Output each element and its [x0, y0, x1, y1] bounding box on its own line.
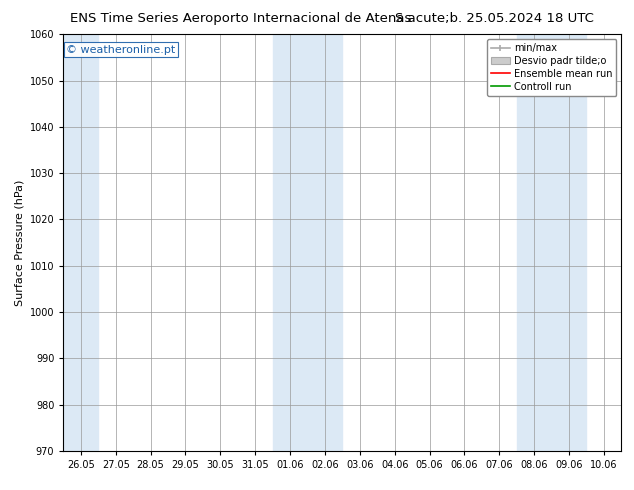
- Y-axis label: Surface Pressure (hPa): Surface Pressure (hPa): [14, 179, 24, 306]
- Text: © weatheronline.pt: © weatheronline.pt: [66, 45, 176, 55]
- Text: S acute;b. 25.05.2024 18 UTC: S acute;b. 25.05.2024 18 UTC: [395, 12, 594, 25]
- Bar: [307, 34, 342, 451]
- Legend: min/max, Desvio padr tilde;o, Ensemble mean run, Controll run: min/max, Desvio padr tilde;o, Ensemble m…: [487, 39, 616, 96]
- Bar: [63, 34, 98, 451]
- Bar: [517, 34, 552, 451]
- Bar: [552, 34, 586, 451]
- Bar: [273, 34, 307, 451]
- Text: ENS Time Series Aeroporto Internacional de Atenas: ENS Time Series Aeroporto Internacional …: [70, 12, 411, 25]
